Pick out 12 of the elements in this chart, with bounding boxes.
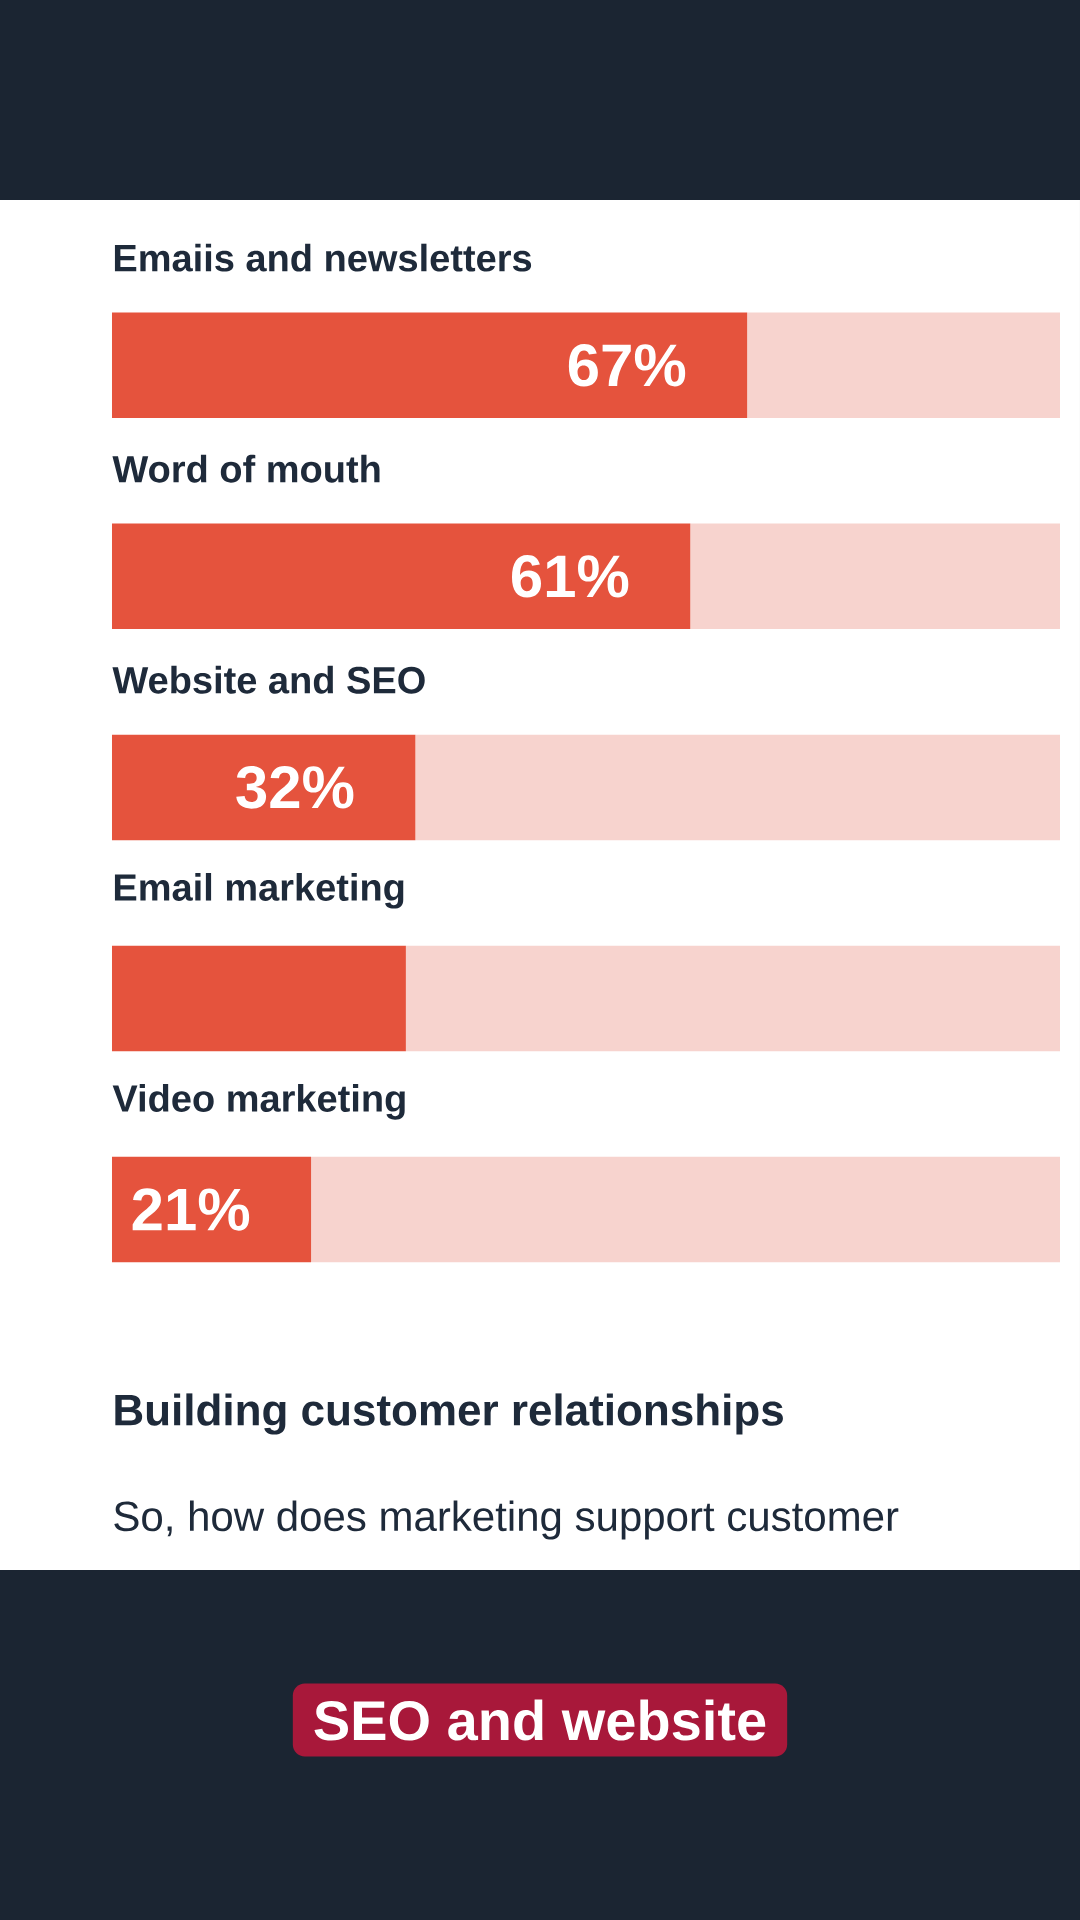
y-tick-label: Emaiis and newsletters xyxy=(114,243,532,272)
data-label: 21% xyxy=(132,1188,250,1231)
data-label: 32% xyxy=(236,766,354,809)
data-label: 61% xyxy=(511,555,629,598)
text: So, how does marketing support customer xyxy=(114,1500,899,1540)
data-label: 67% xyxy=(568,344,686,387)
y-tick-label: Website and SEO xyxy=(112,665,425,694)
text: SEO and website xyxy=(314,1699,766,1741)
y-tick-label: Email marketing xyxy=(114,873,404,909)
y-tick-label: Word of mouth xyxy=(112,454,380,483)
y-tick-label: Video marketing xyxy=(112,1084,405,1120)
text: Building customer relationships xyxy=(115,1393,783,1435)
